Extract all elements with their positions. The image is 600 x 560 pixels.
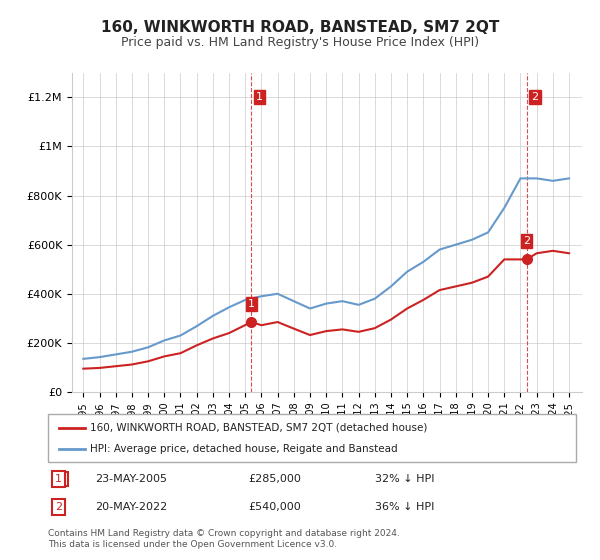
Text: 1: 1 [248,298,255,309]
Text: Price paid vs. HM Land Registry's House Price Index (HPI): Price paid vs. HM Land Registry's House … [121,36,479,49]
Text: 2: 2 [55,502,62,512]
Text: 32% ↓ HPI: 32% ↓ HPI [376,474,435,484]
Text: 23-MAY-2005: 23-MAY-2005 [95,474,167,484]
Text: 1: 1 [59,474,65,484]
Text: 1: 1 [256,92,263,102]
Text: 2: 2 [523,236,530,246]
FancyBboxPatch shape [48,414,576,462]
Text: HPI: Average price, detached house, Reigate and Banstead: HPI: Average price, detached house, Reig… [90,444,398,454]
Text: 160, WINKWORTH ROAD, BANSTEAD, SM7 2QT (detached house): 160, WINKWORTH ROAD, BANSTEAD, SM7 2QT (… [90,423,428,433]
Text: 1: 1 [55,474,62,484]
Text: £285,000: £285,000 [248,474,302,484]
Text: 160, WINKWORTH ROAD, BANSTEAD, SM7 2QT: 160, WINKWORTH ROAD, BANSTEAD, SM7 2QT [101,20,499,35]
Text: £540,000: £540,000 [248,502,301,512]
Text: Contains HM Land Registry data © Crown copyright and database right 2024.
This d: Contains HM Land Registry data © Crown c… [48,529,400,549]
Text: 20-MAY-2022: 20-MAY-2022 [95,502,168,512]
Text: 36% ↓ HPI: 36% ↓ HPI [376,502,435,512]
Text: 2: 2 [532,92,539,102]
